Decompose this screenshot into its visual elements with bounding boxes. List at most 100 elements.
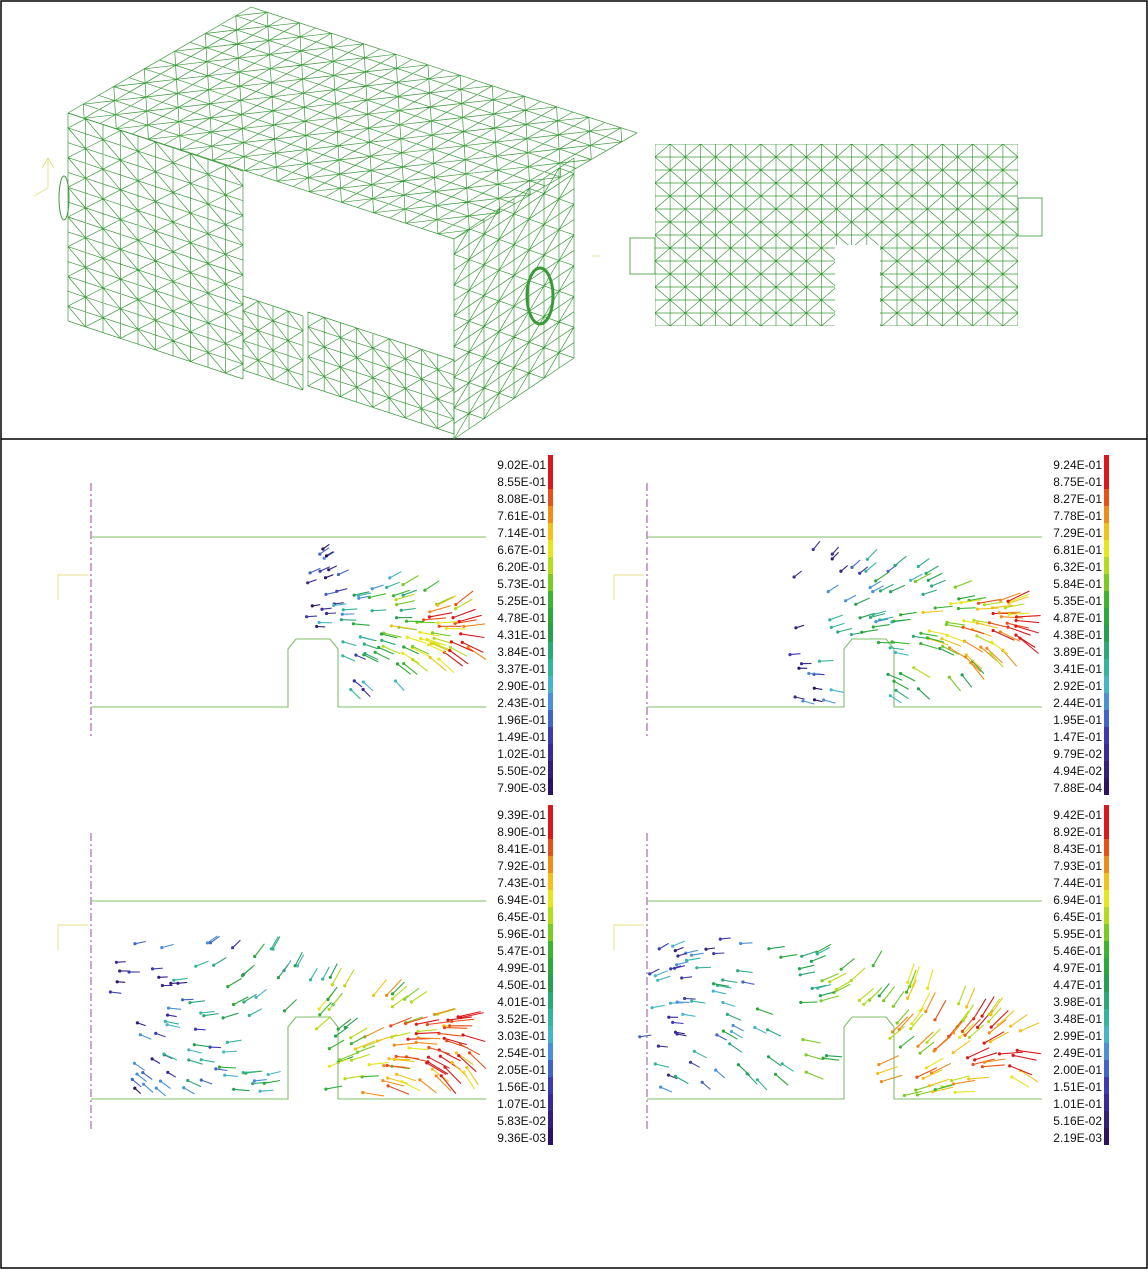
vector-head <box>874 579 877 582</box>
vector-head <box>267 1073 270 1076</box>
vector-head <box>657 1045 660 1048</box>
vector-head <box>136 1021 139 1024</box>
velocity-vector <box>364 644 378 649</box>
vector-head <box>726 1013 729 1016</box>
velocity-vector <box>655 971 668 976</box>
vector-head <box>667 1016 670 1019</box>
vector-head <box>382 1064 385 1067</box>
legend-swatch <box>548 1026 553 1043</box>
legend-value: 5.73E-01 <box>450 578 546 590</box>
velocity-vector <box>959 986 966 1004</box>
velocity-vector <box>135 942 146 944</box>
vector-head <box>393 1044 396 1047</box>
velocity-vector <box>890 648 904 650</box>
isometric-mesh-view <box>34 7 637 439</box>
vector-head <box>242 1071 245 1074</box>
vector-head <box>395 1055 398 1058</box>
vector-head <box>820 979 823 982</box>
velocity-vector <box>830 615 843 620</box>
vector-head <box>858 999 861 1002</box>
velocity-vector <box>445 1028 468 1029</box>
velocity-vector <box>320 548 329 554</box>
legend-value: 7.43E-01 <box>450 877 546 889</box>
velocity-vector <box>800 972 815 975</box>
vector-head <box>840 968 843 971</box>
vector-head <box>917 565 920 568</box>
vector-head <box>899 613 902 616</box>
vector-head <box>187 1048 190 1051</box>
legend-swatch <box>548 540 553 557</box>
legend-swatch <box>548 778 553 795</box>
vector-head <box>323 557 326 560</box>
iso-inlet <box>59 176 69 220</box>
velocity-vector <box>352 1054 370 1060</box>
velocity-vector <box>407 637 426 643</box>
legend-value: 4.94E-02 <box>1006 765 1102 777</box>
vector-head <box>372 994 375 997</box>
vector-head <box>828 618 831 621</box>
vector-head <box>674 1075 677 1078</box>
vector-head <box>151 1057 154 1060</box>
velocity-vector <box>932 580 946 586</box>
velocity-vector <box>273 937 280 950</box>
velocity-vector <box>806 1072 823 1079</box>
legend-swatch <box>1104 744 1109 761</box>
vector-head <box>440 1074 443 1077</box>
vector-head <box>919 642 922 645</box>
vector-head <box>957 597 960 600</box>
vector-head <box>402 594 405 597</box>
vector-head <box>214 1067 217 1070</box>
velocity-vector <box>881 584 894 591</box>
velocity-vector <box>985 602 1003 605</box>
velocity-vector <box>955 1091 975 1092</box>
legend-value: 4.78E-01 <box>450 612 546 624</box>
velocity-vector <box>873 951 882 966</box>
velocity-vector <box>776 1074 789 1085</box>
vector-head <box>426 1060 429 1063</box>
vector-head <box>241 974 244 977</box>
vector-head <box>816 952 819 955</box>
velocity-vector <box>210 1047 221 1048</box>
velocity-vector <box>923 611 943 612</box>
legend-swatch <box>548 890 553 907</box>
velocity-vector <box>351 690 361 699</box>
vector-head <box>934 606 937 609</box>
legend-swatch <box>548 489 553 506</box>
velocity-vector <box>926 566 938 574</box>
vector-head <box>828 980 831 983</box>
vector-head <box>893 564 896 567</box>
legend-swatch <box>548 992 553 1009</box>
legend-swatch <box>548 727 553 744</box>
vector-head <box>799 973 802 976</box>
legend-swatch <box>1104 778 1109 795</box>
velocity-vector <box>194 1045 209 1047</box>
vector-head <box>756 1007 759 1010</box>
vector-head <box>811 987 814 990</box>
velocity-vector <box>831 690 843 692</box>
vector-head <box>386 1076 389 1079</box>
velocity-vector <box>311 968 318 980</box>
vector-head <box>200 1058 203 1061</box>
vector-head <box>223 1074 226 1077</box>
vector-head <box>391 1005 394 1008</box>
axis-triad <box>58 575 88 600</box>
legend-swatch <box>548 676 553 693</box>
velocity-vector <box>389 1059 410 1060</box>
legend-value: 5.50E-02 <box>450 765 546 777</box>
velocity-vector <box>372 585 383 589</box>
velocity-vector <box>821 996 839 1001</box>
legend-value: 8.55E-01 <box>450 476 546 488</box>
vector-head <box>736 969 739 972</box>
vector-head <box>812 548 815 551</box>
velocity-vector <box>214 958 227 966</box>
vector-head <box>919 1052 922 1055</box>
velocity-vector <box>409 1048 429 1050</box>
velocity-vector <box>317 1016 331 1028</box>
velocity-vector <box>328 987 337 999</box>
velocity-vector <box>343 656 355 661</box>
vector-head <box>433 1013 436 1016</box>
vector-head <box>253 1079 256 1082</box>
legend-value: 7.88E-04 <box>1006 782 1102 794</box>
